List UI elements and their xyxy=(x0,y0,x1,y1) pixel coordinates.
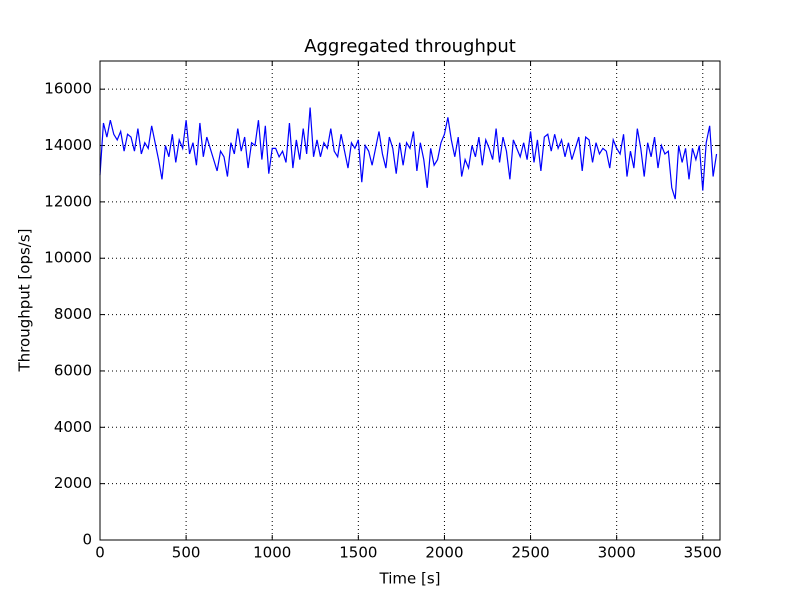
y-tick-label: 14000 xyxy=(44,136,92,154)
x-axis-label: Time [s] xyxy=(379,570,441,588)
y-tick-label: 8000 xyxy=(54,305,92,323)
x-tick-label: 2000 xyxy=(425,544,463,562)
y-axis-label: Throughput [ops/s] xyxy=(16,229,34,373)
y-tick-label: 16000 xyxy=(44,80,92,98)
y-tick-label: 2000 xyxy=(54,474,92,492)
x-tick-label: 1000 xyxy=(253,544,291,562)
x-tick-label: 3000 xyxy=(598,544,636,562)
x-tick-label: 0 xyxy=(95,544,105,562)
x-tick-label: 2500 xyxy=(511,544,549,562)
y-tick-label: 6000 xyxy=(54,361,92,379)
x-tick-label: 1500 xyxy=(339,544,377,562)
chart-title: Aggregated throughput xyxy=(304,36,516,57)
x-tick-label: 500 xyxy=(172,544,201,562)
y-tick-label: 0 xyxy=(82,531,92,549)
y-tick-label: 4000 xyxy=(54,418,92,436)
data-line xyxy=(99,107,718,200)
x-tick-label: 3500 xyxy=(684,544,722,562)
plot-frame xyxy=(99,60,721,541)
y-tick-label: 12000 xyxy=(44,192,92,210)
y-tick-label: 10000 xyxy=(44,249,92,267)
